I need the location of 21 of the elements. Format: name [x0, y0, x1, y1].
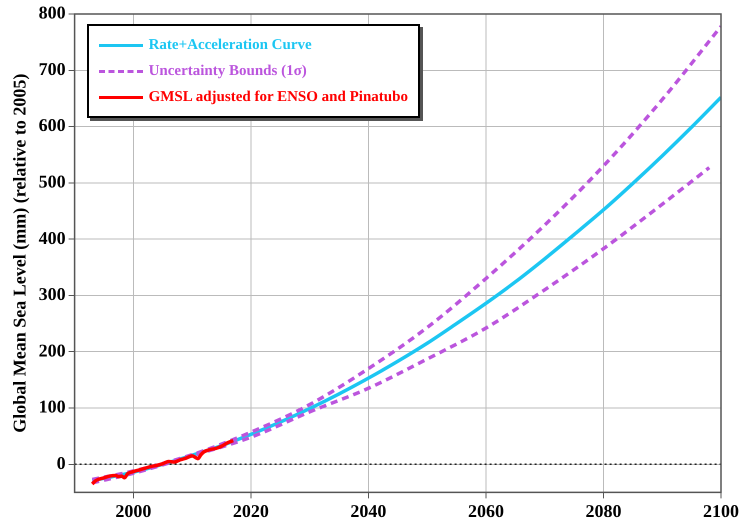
x-tick-label: 2060 [468, 500, 504, 521]
x-tick-label: 2020 [232, 500, 269, 521]
y-tick-label: 400 [38, 228, 66, 248]
x-tick-label: 2040 [350, 500, 386, 521]
legend-label: Rate+Acceleration Curve [148, 36, 312, 54]
x-tick-label: 2000 [115, 500, 152, 521]
y-tick-label: 0 [56, 452, 66, 473]
y-tick-label: 200 [38, 340, 66, 360]
y-tick-label: 500 [38, 172, 66, 192]
y-axis-title: Global Mean Sea Level (mm) (relative to 2005) [9, 74, 30, 433]
line-series [90, 24, 721, 482]
x-tick-label: 2100 [703, 500, 739, 521]
y-tick-label: 700 [38, 58, 66, 79]
y-tick-label: 600 [38, 115, 66, 136]
line-series [90, 438, 236, 486]
y-tick-label: 300 [38, 284, 66, 304]
legend-label: GMSL adjusted for ENSO and Pinatubo [148, 88, 408, 106]
legend-label: Uncertainty Bounds (1σ) [148, 62, 307, 80]
y-tick-label: 100 [38, 396, 66, 417]
y-tick-label: 800 [38, 2, 66, 23]
x-tick-label: 2080 [585, 500, 622, 521]
